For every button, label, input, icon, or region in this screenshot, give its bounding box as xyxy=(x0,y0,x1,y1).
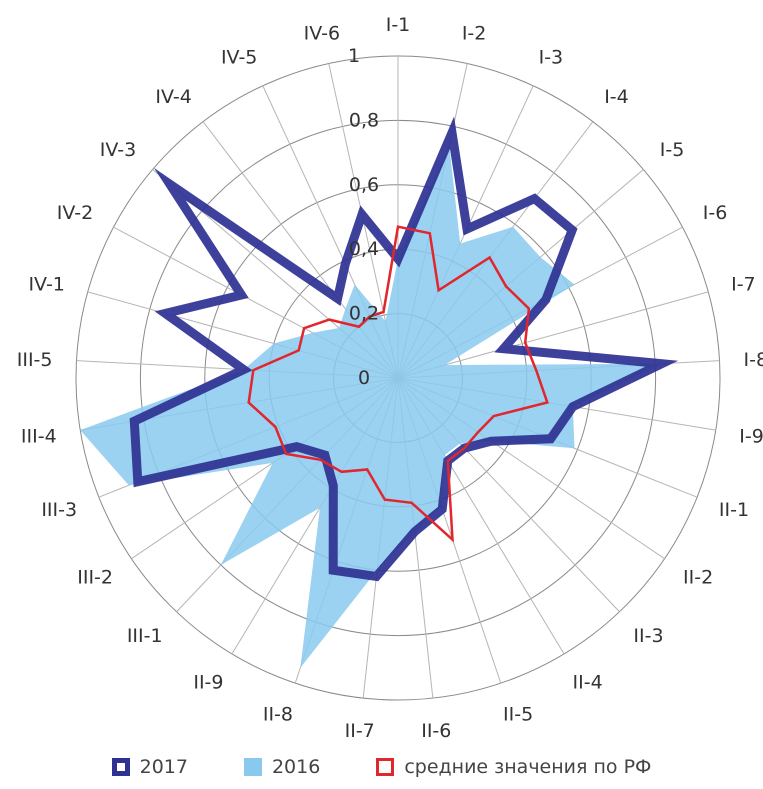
legend-item-2016: 2016 xyxy=(243,756,321,778)
category-label-II-2: II-2 xyxy=(683,567,713,589)
category-label-IV-4: IV-4 xyxy=(155,86,191,108)
category-label-II-7: II-7 xyxy=(345,720,375,742)
category-label-I-9: I-9 xyxy=(739,425,763,447)
category-label-II-5: II-5 xyxy=(503,704,533,726)
legend-label-2017: 2017 xyxy=(139,756,188,778)
category-label-IV-3: IV-3 xyxy=(100,139,136,161)
legend-item-2017: 2017 xyxy=(111,756,188,778)
series-2016-area xyxy=(80,145,662,668)
category-label-IV-6: IV-6 xyxy=(304,22,340,44)
legend-label-rf-average: средние значения по РФ xyxy=(404,756,652,778)
r-tick-label: 0,8 xyxy=(349,109,379,131)
category-label-I-2: I-2 xyxy=(462,22,487,44)
legend-swatch-rf-average xyxy=(376,758,395,776)
category-label-II-3: II-3 xyxy=(633,625,663,647)
r-tick-label: 0,4 xyxy=(349,238,379,260)
category-label-III-5: III-5 xyxy=(17,349,53,371)
series-rf-average-line xyxy=(247,225,549,543)
category-label-II-9: II-9 xyxy=(193,671,223,693)
category-label-III-1: III-1 xyxy=(127,625,163,647)
category-label-I-3: I-3 xyxy=(539,47,564,69)
category-label-III-3: III-3 xyxy=(41,499,77,521)
legend-swatch-2017 xyxy=(111,758,130,776)
category-label-IV-1: IV-1 xyxy=(28,273,64,295)
legend-item-rf-average: средние значения по РФ xyxy=(376,756,651,778)
category-label-II-4: II-4 xyxy=(573,671,603,693)
category-label-II-8: II-8 xyxy=(263,704,293,726)
category-label-I-8: I-8 xyxy=(744,349,763,371)
r-tick-label: 0 xyxy=(358,367,370,389)
series-2017-line xyxy=(129,116,679,582)
grid-spoke-I-7 xyxy=(397,291,709,379)
chart-legend: 2017 2016 средние значения по РФ xyxy=(0,752,763,782)
r-tick-label: 1 xyxy=(348,45,360,67)
category-label-I-7: I-7 xyxy=(731,273,756,295)
category-label-II-6: II-6 xyxy=(421,720,451,742)
category-label-I-5: I-5 xyxy=(660,139,685,161)
category-label-III-2: III-2 xyxy=(77,567,113,589)
category-label-I-6: I-6 xyxy=(703,202,728,224)
category-label-I-1: I-1 xyxy=(386,14,411,36)
legend-swatch-2016 xyxy=(243,758,262,776)
radar-chart: 0 0,2 0,4 0,6 0,8 1 I-1 I-2 I-3 I-4 I-5 I-6 I-7 I-8 I-… xyxy=(17,14,763,742)
r-tick-label: 0,2 xyxy=(349,303,379,325)
category-label-IV-2: IV-2 xyxy=(57,202,93,224)
category-label-I-4: I-4 xyxy=(604,86,629,108)
legend-label-2016: 2016 xyxy=(271,756,321,778)
r-tick-label: 0,6 xyxy=(349,174,379,196)
category-label-III-4: III-4 xyxy=(21,425,57,447)
category-label-II-1: II-1 xyxy=(719,499,749,521)
category-label-IV-5: IV-5 xyxy=(221,47,257,69)
